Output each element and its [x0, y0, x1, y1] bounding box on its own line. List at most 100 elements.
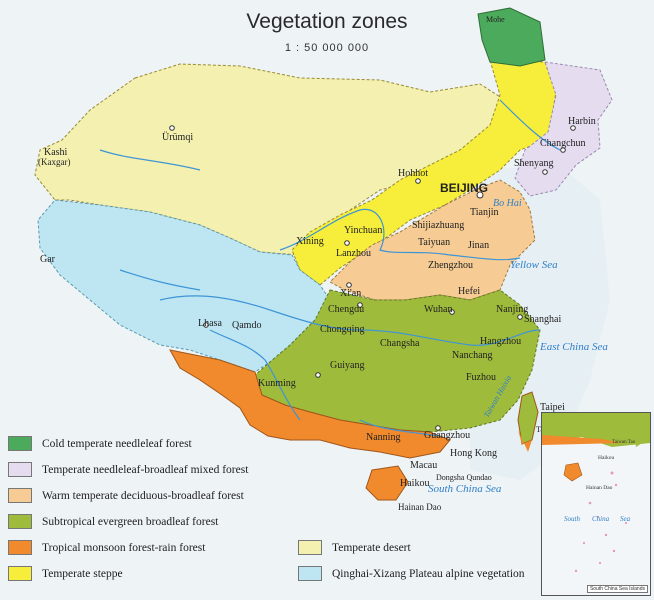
- zone-temperate-steppe: [291, 59, 557, 286]
- label-mohe: Mohe: [486, 15, 505, 24]
- legend-swatch: [298, 566, 322, 581]
- legend-item-tropical: Tropical monsoon forest-rain forest: [8, 540, 205, 555]
- label-hohhot: Hohhot: [398, 168, 428, 179]
- yarlung-river: [119, 269, 201, 291]
- label-zhengzhou: Zhengzhou: [428, 260, 473, 271]
- label-hangzhou: Hangzhou: [480, 336, 521, 347]
- legend-item-steppe: Temperate steppe: [8, 566, 123, 581]
- city-markers: [169, 125, 576, 431]
- label-xian: Xi'an: [340, 288, 361, 299]
- label-guangzhou: Guangzhou: [424, 430, 470, 441]
- label-hefei: Hefei: [458, 286, 480, 297]
- city-dot-shanghai: [517, 314, 523, 320]
- city-dot-guangzhou: [435, 425, 441, 431]
- legend-label: Qinghai-Xizang Plateau alpine vegetation: [332, 567, 525, 580]
- label-dongsha: Dongsha Qundao: [436, 473, 492, 482]
- inset-islands: [574, 471, 628, 573]
- label-taipei: Taipei: [540, 402, 565, 413]
- yellow-river: [279, 208, 521, 261]
- label-shanghai: Shanghai: [524, 314, 561, 325]
- label-nanning: Nanning: [366, 432, 400, 443]
- label-shijiazhuang: Shijiazhuang: [412, 220, 464, 231]
- pearl-river: [359, 419, 441, 437]
- sea-bo-hai: Bo Hai: [493, 198, 522, 209]
- inset-island: [596, 515, 600, 519]
- sea-south-china-sea: South China Sea: [428, 483, 502, 495]
- map-title: Vegetation zones: [246, 10, 408, 33]
- city-dot-shenyang: [542, 169, 548, 175]
- city-dot-wuhan: [449, 309, 455, 315]
- label-hainan-dao: Hainan Dao: [398, 502, 442, 512]
- label-changsha: Changsha: [380, 338, 420, 349]
- city-dot-lhasa: [203, 322, 209, 328]
- label-tianjin: Tianjin: [470, 207, 499, 218]
- zone-cold-temperate-needleleaf: [477, 7, 546, 67]
- label-qamdo: Qamdo: [232, 320, 261, 331]
- inset-label-hainan: Hainan Dao: [586, 485, 613, 491]
- legend-swatch: [8, 462, 32, 477]
- inset-island: [624, 521, 628, 525]
- label-macau: Macau: [410, 460, 437, 471]
- label-urumqi: Ürümqi: [162, 131, 193, 143]
- city-dot-xian: [346, 282, 352, 288]
- zone-subtropical-evergreen: [254, 289, 541, 433]
- label-lhasa: Lhasa: [198, 318, 222, 329]
- inset-island: [612, 549, 616, 553]
- label-kaxgar: (Kaxgar): [38, 157, 70, 167]
- inset-map: Haikou Hainan Dao Taiwan Tao South China…: [542, 413, 650, 573]
- city-dot-harbin: [570, 125, 576, 131]
- heilong-river: [499, 99, 561, 151]
- inset-sea-label-c: Sea: [620, 515, 631, 523]
- inset-mainland: [542, 413, 650, 447]
- sea-east-china-sea: East China Sea: [539, 341, 608, 353]
- rivers: [99, 99, 561, 437]
- city-dot-hohhot: [415, 178, 421, 184]
- label-harbin: Harbin: [568, 116, 596, 127]
- taiwan-south-tip: [518, 430, 532, 452]
- inset-island: [614, 483, 618, 487]
- hainan-island: [365, 465, 409, 501]
- label-kashi: Kashi: [44, 147, 68, 158]
- city-dot-kunming: [315, 372, 321, 378]
- inset-sea-label-a: South: [564, 515, 580, 523]
- zone-temperate-mixed: [514, 61, 613, 197]
- legend-label: Temperate desert: [332, 541, 411, 554]
- inset-hainan: [563, 462, 583, 482]
- label-guiyang: Guiyang: [330, 360, 364, 371]
- legend-swatch: [8, 488, 32, 503]
- label-xining: Xining: [296, 236, 324, 247]
- map-legend: Cold temperate needleleaf forest Tempera…: [8, 436, 528, 596]
- legend-label: Subtropical evergreen broadleaf forest: [42, 515, 219, 528]
- legend-swatch: [8, 566, 32, 581]
- zone-temperate-desert: [34, 63, 521, 256]
- zone-warm-temperate-deciduous: [329, 179, 536, 301]
- inset-island: [604, 533, 608, 537]
- label-nanchang: Nanchang: [452, 350, 493, 361]
- map-scale: 1 : 50 000 000: [284, 42, 370, 54]
- city-dot-lanzhou: [344, 240, 350, 246]
- inset-island: [582, 541, 586, 545]
- legend-swatch: [8, 540, 32, 555]
- legend-swatch: [298, 540, 322, 555]
- city-dot-changchun: [560, 147, 566, 153]
- label-kunming: Kunming: [258, 378, 296, 389]
- legend-swatch: [8, 436, 32, 451]
- legend-item-alpine: Qinghai-Xizang Plateau alpine vegetation: [298, 566, 525, 581]
- city-dot-chengdu: [357, 302, 363, 308]
- city-dot-beijing: [476, 191, 484, 199]
- legend-item-warm-temperate: Warm temperate deciduous-broadleaf fores…: [8, 488, 244, 503]
- inset-south-china-sea: Haikou Hainan Dao Taiwan Tao South China…: [541, 412, 651, 596]
- label-changchun: Changchun: [540, 138, 586, 149]
- legend-label: Tropical monsoon forest-rain forest: [42, 541, 206, 554]
- inset-island: [574, 569, 578, 573]
- legend-item-temperate-mixed: Temperate needleleaf-broadleaf mixed for…: [8, 462, 248, 477]
- city-dot-urumqi: [169, 125, 175, 131]
- inset-mainland-south: [542, 435, 622, 445]
- label-fuzhou: Fuzhou: [466, 372, 496, 383]
- legend-label: Temperate needleleaf-broadleaf mixed for…: [42, 463, 249, 476]
- legend-item-cold-temperate: Cold temperate needleleaf forest: [8, 436, 192, 451]
- label-yinchuan: Yinchuan: [344, 225, 382, 236]
- inset-label-haikou: Haikou: [598, 455, 614, 461]
- label-hong-kong: Hong Kong: [450, 448, 497, 459]
